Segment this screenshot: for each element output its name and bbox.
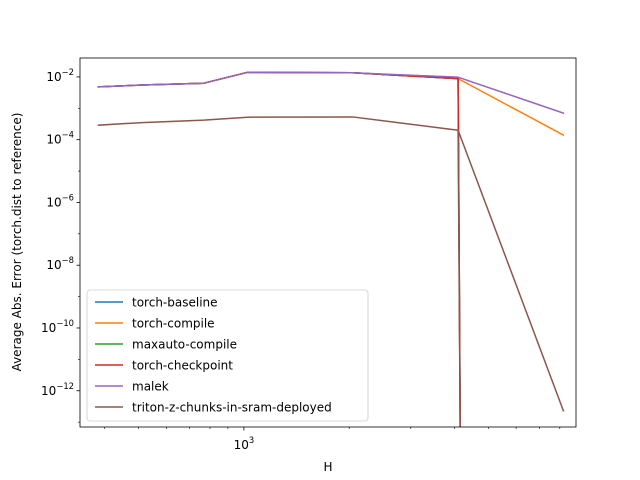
legend-label: maxauto-compile [132,338,237,352]
legend-label: torch-compile [132,317,215,331]
legend-label: torch-baseline [132,296,218,310]
legend-label: torch-checkpoint [132,359,233,373]
series-layer [97,71,565,427]
y-tick-label: 10−2 [46,67,74,84]
y-tick-label: 10−4 [46,130,74,147]
legend-box [86,289,369,422]
x-axis-label: H [323,460,332,474]
y-axis-label: Average Abs. Error (torch.dist to refere… [10,113,24,372]
series-line-malek [97,71,565,115]
series-line-triton-z-chunks-in-sram-deployed [97,116,565,427]
legend-label: malek [132,380,169,394]
legend: torch-baseline torch-compile maxauto-compi… [86,289,369,422]
axes-ticks: 10−12 10−10 10−8 10−6 10−4 10−2 103 [41,67,561,452]
x-tick-label: 103 [234,435,255,452]
legend-label: triton-z-chunks-in-sram-deployed [132,401,332,415]
plot-frame [79,57,577,428]
y-tick-label: 10−12 [41,381,74,398]
y-tick-label: 10−8 [46,255,74,272]
y-tick-label: 10−10 [41,318,74,335]
y-tick-label: 10−6 [46,192,74,209]
